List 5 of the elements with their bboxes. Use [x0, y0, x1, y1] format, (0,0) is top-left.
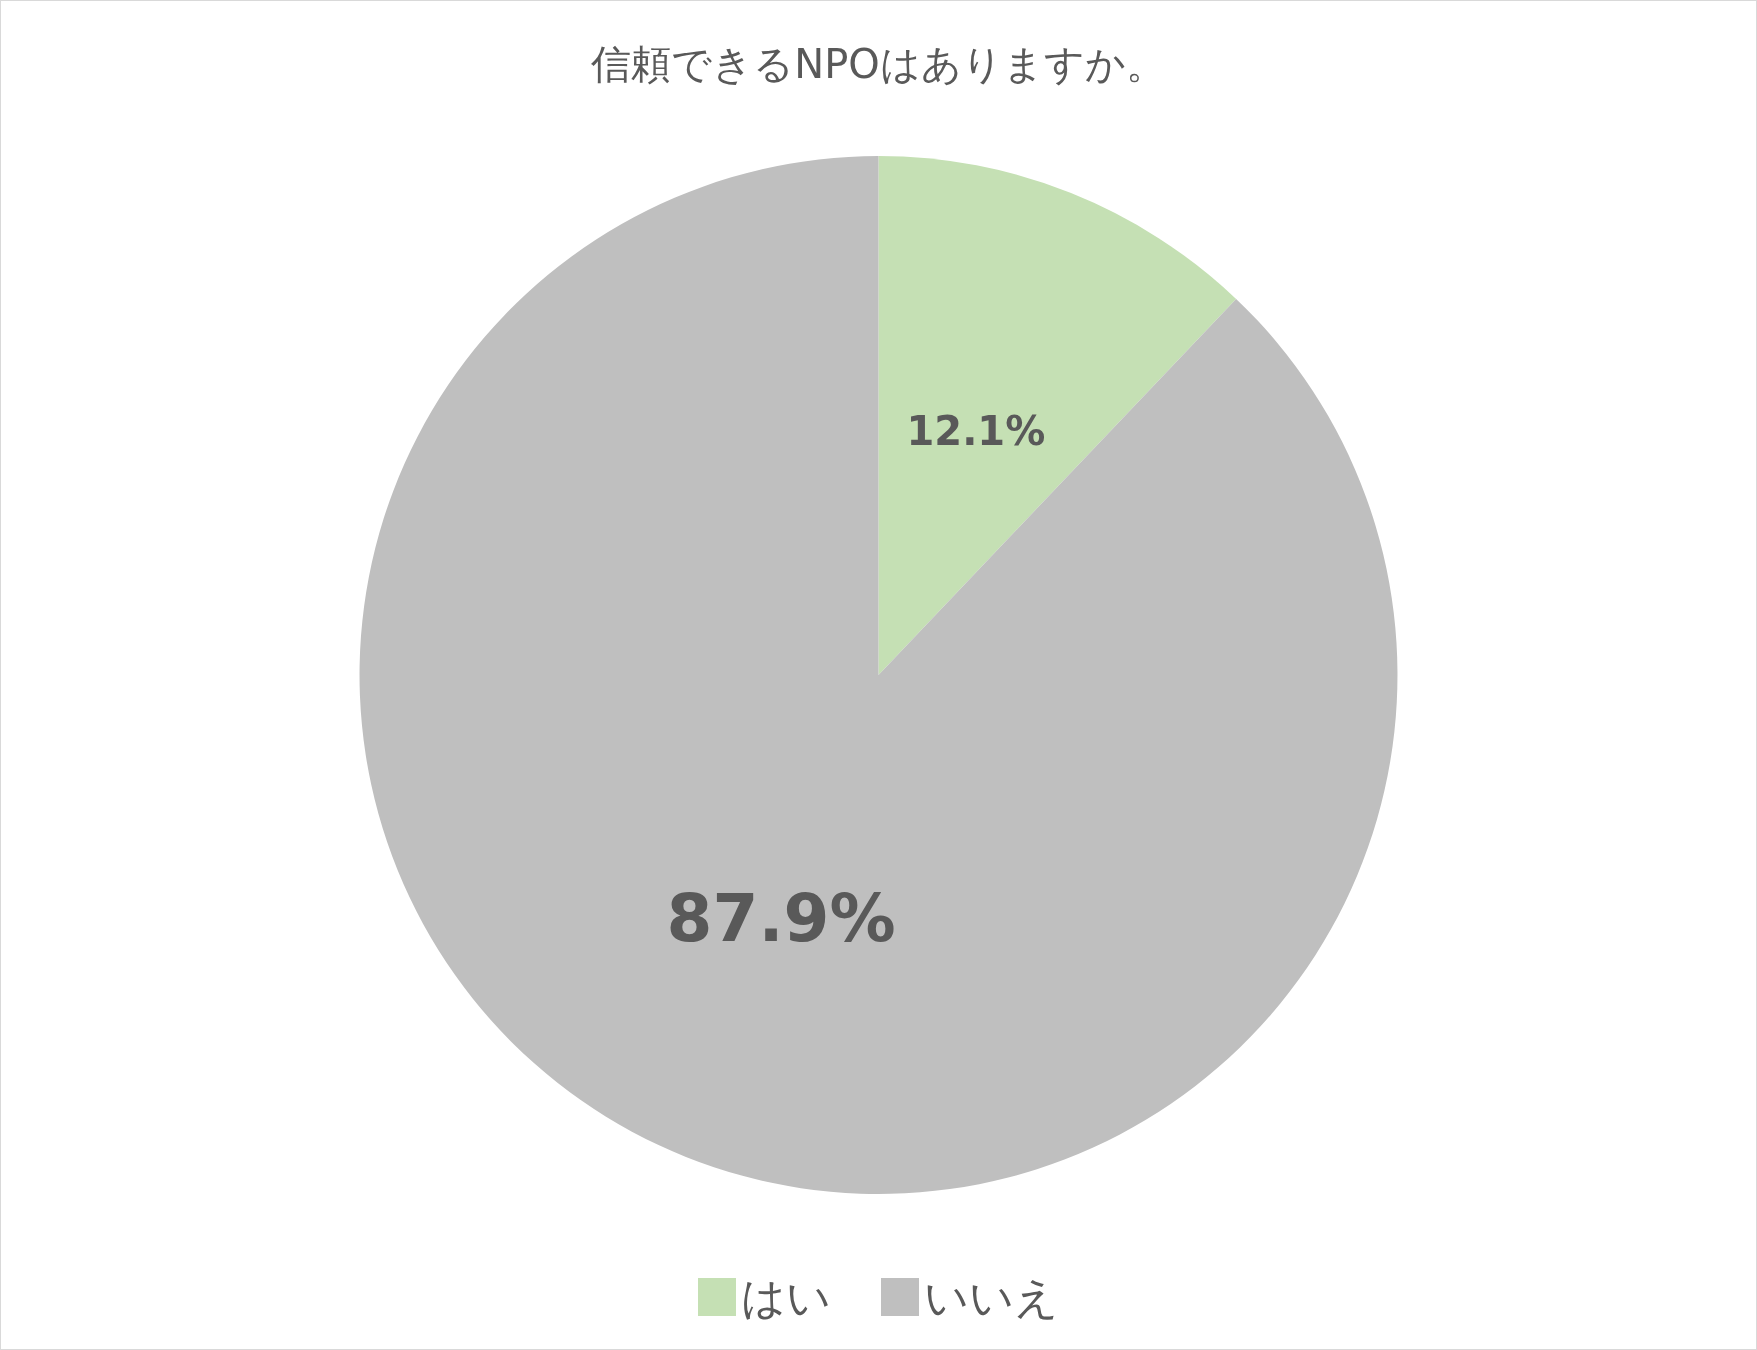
data-label: 87.9%	[666, 880, 896, 958]
legend-label: いいえ	[924, 1271, 1059, 1323]
data-label: 12.1%	[906, 408, 1046, 455]
legend-label: はい	[741, 1271, 831, 1323]
chart-title: 信頼できるNPOはありますか。	[591, 41, 1166, 87]
